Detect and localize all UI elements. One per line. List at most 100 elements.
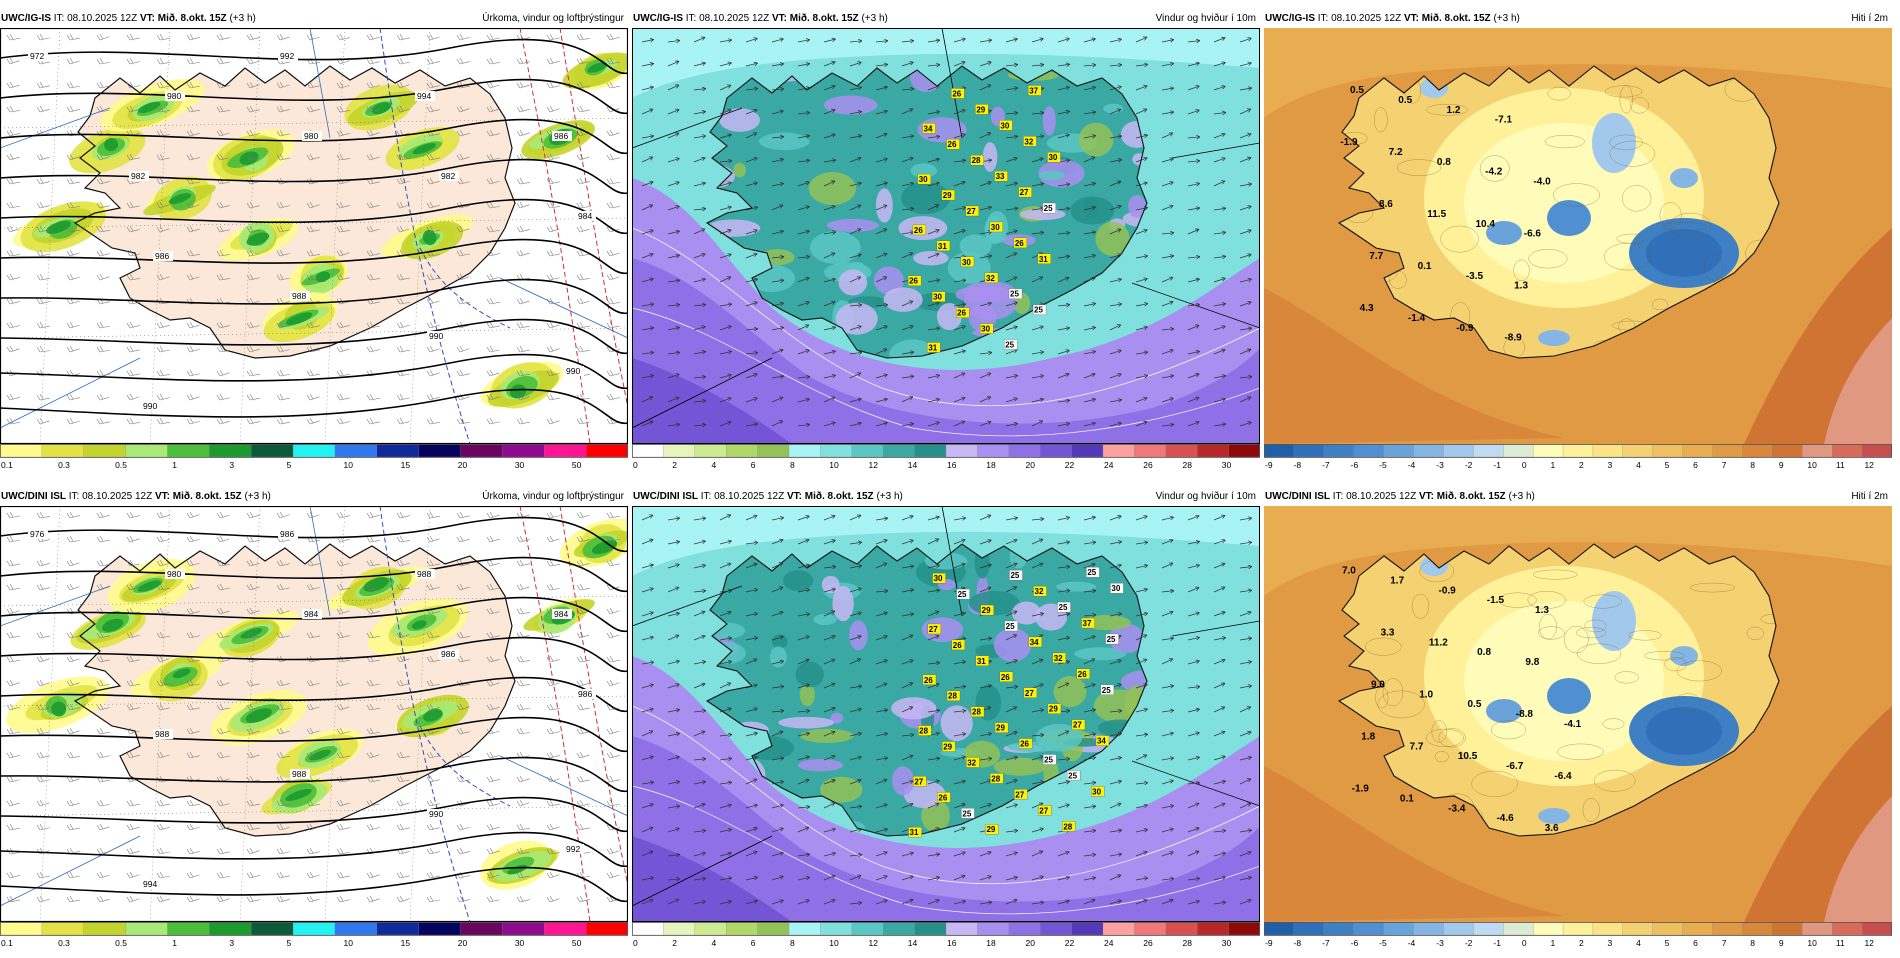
vt-label: VT: — [140, 13, 155, 24]
colorbar-swatch — [789, 444, 821, 457]
colorbar-tick-label: 30 — [1222, 938, 1232, 948]
colorbar-tick-label: 10 — [829, 460, 839, 470]
gust-label: 32 — [1054, 654, 1063, 663]
colorbar-tick-label: 24 — [1104, 460, 1114, 470]
pressure-label: 988 — [292, 769, 306, 779]
temperature-label: 7.7 — [1410, 741, 1424, 752]
panel-dini-precip: UWC/DINI ISL IT: 08.10.2025 12Z VT: Mið.… — [0, 488, 628, 958]
colorbar-swatch — [586, 444, 628, 457]
panel-dini-wind: UWC/DINI ISL IT: 08.10.2025 12Z VT: Mið.… — [632, 488, 1260, 958]
gust-label: 25 — [1044, 756, 1053, 765]
colorbar-swatch — [1533, 444, 1563, 457]
colorbar-swatch — [1653, 444, 1683, 457]
colorbar-swatch — [663, 444, 695, 457]
colorbar-swatch — [852, 922, 884, 935]
pressure-label: 990 — [566, 366, 580, 376]
it-label: IT: — [686, 13, 697, 24]
colorbar-tick-label: -6 — [1351, 938, 1359, 948]
pressure-label: 986 — [280, 529, 294, 539]
pressure-label: 982 — [131, 171, 145, 181]
colorbar-tick-label: 5 — [1665, 938, 1670, 948]
temperature-label: 1.8 — [1361, 732, 1375, 743]
colorbar-tick-label: 2 — [1579, 460, 1584, 470]
model-name: UWC/DINI ISL — [1265, 491, 1330, 502]
colorbar-swatch — [820, 444, 852, 457]
colorbar-swatch — [544, 922, 586, 935]
colorbar-swatch — [126, 922, 168, 935]
colorbar-tick-label: 30 — [515, 460, 525, 470]
gust-label: 28 — [972, 708, 981, 717]
colorbar-tick-label: 16 — [947, 938, 957, 948]
pressure-label: 984 — [578, 211, 592, 221]
colorbar-swatch — [419, 922, 461, 935]
colorbar-tick-label: 0.3 — [58, 938, 70, 948]
colorbar-swatch — [544, 444, 586, 457]
colorbar-tick-label: 0.3 — [58, 460, 70, 470]
temperature-label: 10.4 — [1475, 219, 1495, 230]
pressure-label: 994 — [143, 879, 157, 889]
colorbar-swatch — [789, 922, 821, 935]
colorbar-swatch — [1009, 922, 1041, 935]
gust-label: 29 — [986, 825, 995, 834]
colorbar-tick-label: -9 — [1265, 938, 1273, 948]
temperature-label: -4.1 — [1564, 719, 1582, 730]
it-label: IT: — [69, 491, 80, 502]
gust-label: 27 — [1020, 188, 1029, 197]
panel-title: Hiti í 2m — [1851, 10, 1888, 28]
colorbar-tick-label: 28 — [1183, 938, 1193, 948]
colorbar-swatch — [42, 444, 84, 457]
colorbar-swatch — [1593, 922, 1623, 935]
colorbar-tick-label: 8 — [1750, 938, 1755, 948]
colorbar-tick-label: 0 — [633, 938, 638, 948]
colorbar-tick-label: 0 — [1522, 938, 1527, 948]
gust-label: 28 — [972, 156, 981, 165]
colorbar-tick-label: 3 — [229, 460, 234, 470]
gust-label: 25 — [1107, 635, 1116, 644]
colorbar-tick-label: 11 — [1836, 460, 1845, 470]
colorbar-tick-label: 11 — [1836, 938, 1845, 948]
panel-header: UWC/DINI ISL IT: 08.10.2025 12Z VT: Mið.… — [1264, 488, 1892, 506]
it-value: 08.10.2025 12Z — [67, 13, 137, 24]
temperature-label: -4.2 — [1485, 167, 1503, 178]
gust-label: 26 — [948, 140, 957, 149]
lead-time: (+3 h) — [1493, 13, 1519, 24]
colorbar-swatch — [1354, 922, 1384, 935]
colorbar-swatch — [1623, 922, 1653, 935]
colorbar-swatch — [663, 922, 695, 935]
temperature-label: 0.5 — [1398, 95, 1412, 106]
gust-label: 30 — [1048, 153, 1057, 162]
pressure-label: 988 — [417, 569, 431, 579]
colorbar-tick-label: 8 — [790, 938, 795, 948]
colorbar-swatch — [502, 922, 544, 935]
colorbar-swatch — [1473, 444, 1503, 457]
gust-label: 28 — [991, 774, 1000, 783]
panel-title: Úrkoma, vindur og loftþrýstingur — [482, 10, 624, 28]
colorbar-swatch — [167, 444, 209, 457]
gust-label: 25 — [1044, 204, 1053, 213]
colorbar-tick-label: 14 — [908, 938, 918, 948]
colorbar-tick-label: 3 — [1608, 938, 1613, 948]
temperature-label: 0.8 — [1437, 157, 1451, 168]
temperature-label: 1.3 — [1535, 605, 1549, 616]
temperature-label: 11.2 — [1429, 637, 1448, 648]
model-name: UWC/DINI ISL — [633, 491, 698, 502]
gust-label: 30 — [1111, 584, 1120, 593]
gust-label: 37 — [1029, 86, 1038, 95]
temperature-label: 1.2 — [1447, 105, 1461, 116]
temperature-label: -1.9 — [1340, 137, 1358, 148]
colorbar-tick-label: -4 — [1408, 460, 1416, 470]
colorbar-tick-label: -8 — [1294, 460, 1302, 470]
colorbar-swatch — [726, 444, 758, 457]
gust-label: 31 — [910, 828, 919, 837]
pressure-label: 990 — [429, 809, 443, 819]
temperature-label: 0.5 — [1350, 85, 1364, 96]
colorbar-swatch — [1563, 922, 1593, 935]
pressure-label: 976 — [30, 529, 44, 539]
it-label: IT: — [1333, 491, 1344, 502]
pressure-label: 988 — [155, 729, 169, 739]
colorbar-swatch — [209, 922, 251, 935]
colorbar-swatch — [1294, 922, 1324, 935]
colorbar-swatch — [1802, 922, 1832, 935]
